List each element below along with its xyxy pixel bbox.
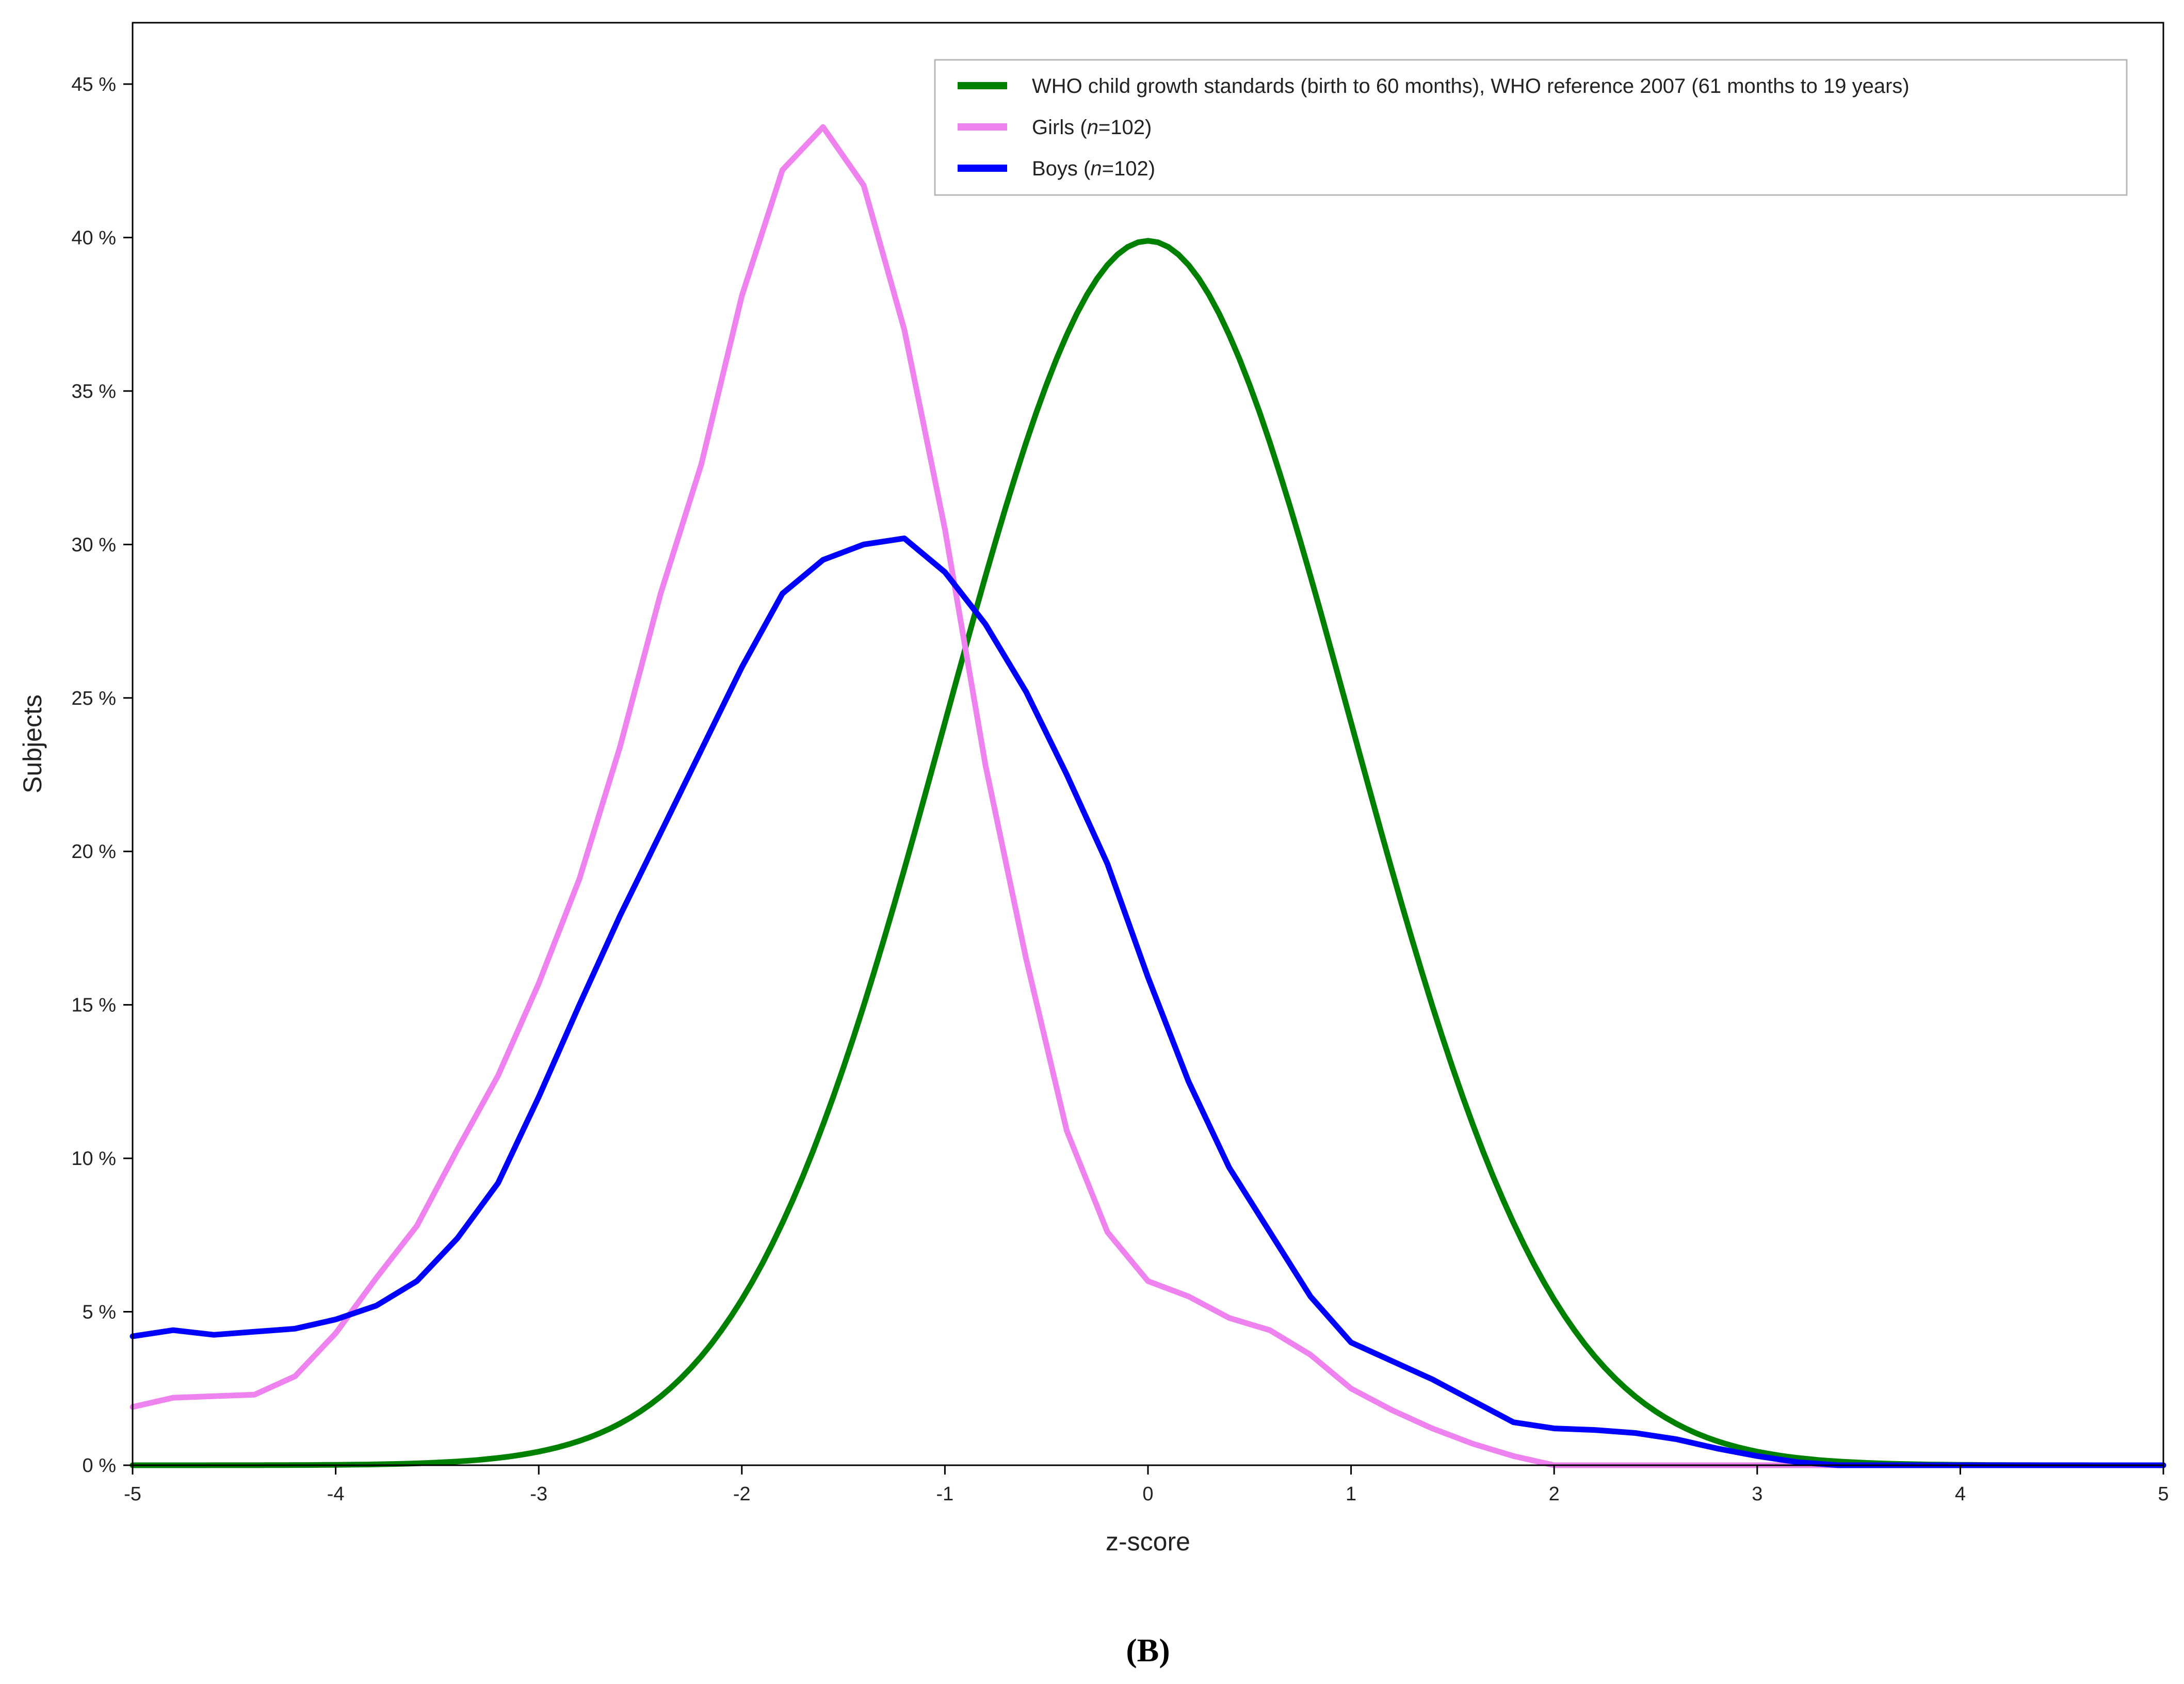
y-tick-label: 5 % bbox=[83, 1302, 116, 1323]
x-tick-label: -1 bbox=[936, 1483, 954, 1505]
y-tick-label: 25 % bbox=[71, 688, 116, 709]
y-tick-label: 15 % bbox=[71, 995, 116, 1016]
legend[interactable]: WHO child growth standards (birth to 60 … bbox=[934, 59, 2128, 196]
series-line-1 bbox=[130, 124, 2166, 1468]
x-tick-label: -5 bbox=[124, 1483, 141, 1505]
y-tick-label: 40 % bbox=[71, 227, 116, 249]
y-tick-label: 10 % bbox=[71, 1148, 116, 1170]
series-layer bbox=[130, 124, 2166, 1468]
y-tick-label: 20 % bbox=[71, 841, 116, 863]
legend-box bbox=[934, 59, 2128, 196]
series-line-2 bbox=[130, 535, 2166, 1468]
legend-label-2: Boys (n=102) bbox=[1032, 157, 1155, 180]
x-axis: -5 -4 -3 -2 -1 0 1 2 3 4 5 bbox=[124, 1465, 2169, 1505]
legend-label-1: Girls (n=102) bbox=[1032, 116, 1152, 139]
series-line-0 bbox=[130, 238, 2166, 1468]
panel-caption: (B) bbox=[1126, 1632, 1170, 1669]
x-tick-label: -4 bbox=[327, 1483, 345, 1505]
x-tick-label: 3 bbox=[1752, 1483, 1762, 1505]
x-tick-label: 1 bbox=[1346, 1483, 1356, 1505]
x-tick-label: -3 bbox=[530, 1483, 547, 1505]
x-tick-label: 5 bbox=[2158, 1483, 2169, 1505]
y-tick-label: 30 % bbox=[71, 534, 116, 556]
legend-label-0: WHO child growth standards (birth to 60 … bbox=[1032, 75, 1910, 98]
y-tick-label: 35 % bbox=[71, 381, 116, 402]
y-axis: 0 % 5 % 10 % 15 % 20 % 25 % 30 % 35 % 40 % 45 % bbox=[71, 74, 133, 1477]
y-tick-label: 0 % bbox=[83, 1455, 116, 1477]
y-axis-title: Subjects bbox=[18, 694, 47, 794]
y-tick-label: 45 % bbox=[71, 74, 116, 95]
x-axis-title: z-score bbox=[1106, 1527, 1190, 1556]
x-tick-label: 0 bbox=[1142, 1483, 1153, 1505]
x-tick-label: 4 bbox=[1955, 1483, 1966, 1505]
x-tick-label: 2 bbox=[1549, 1483, 1560, 1505]
x-tick-label: -2 bbox=[733, 1483, 751, 1505]
